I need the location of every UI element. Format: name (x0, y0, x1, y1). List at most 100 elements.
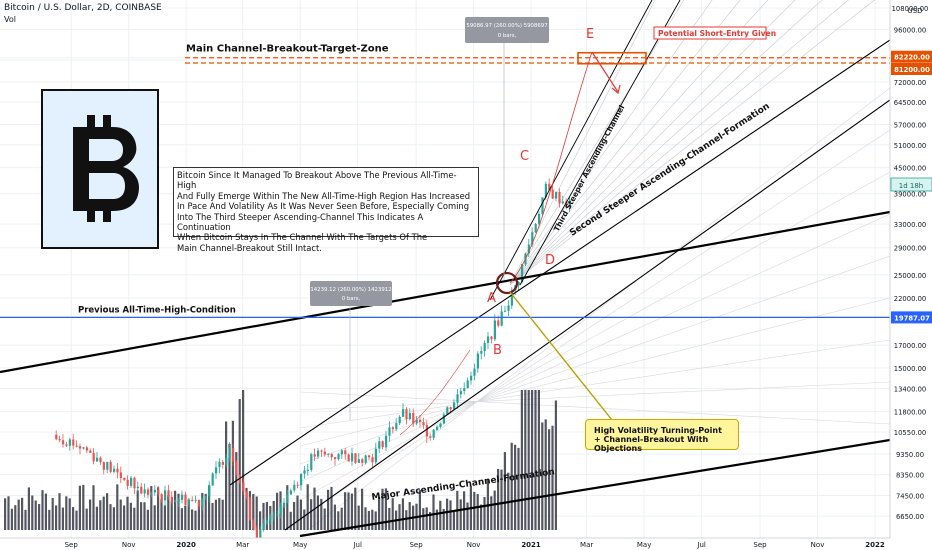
measure-top-bars: 0 bars, (498, 33, 517, 39)
candle-body (194, 499, 197, 501)
volume-bar (58, 493, 61, 530)
volume-bar (503, 452, 506, 530)
volume-bar (446, 498, 449, 530)
candle-body (242, 482, 245, 492)
volume-bar (180, 508, 183, 530)
candle-body (170, 496, 173, 503)
volume-bar (517, 447, 520, 530)
candle-body (320, 450, 323, 452)
candle-body (72, 439, 75, 446)
price-tick: 96000.00 (894, 26, 926, 34)
candle-body (255, 528, 258, 543)
candle-body (82, 447, 85, 449)
volume-bar (65, 496, 68, 530)
candle-body (483, 342, 486, 352)
volume-bar (520, 390, 523, 530)
third-channel-label: Third Steeper Ascending-Channel (552, 104, 627, 233)
volume-bar (211, 502, 214, 530)
candle-body (405, 409, 408, 420)
volume-bar (408, 502, 411, 530)
measure-mid-box: 14239.12 (260.00%) 1423912 0 bars, (310, 281, 392, 306)
volume-bar (527, 390, 530, 530)
candle-body (126, 479, 129, 486)
volume-bar (514, 444, 517, 530)
volume-bar (490, 496, 493, 530)
volume-bar (41, 490, 44, 530)
volume-bar (55, 505, 58, 530)
candle-body (102, 462, 105, 470)
candle-body (476, 353, 479, 369)
candle-body (493, 320, 496, 340)
candle-body (269, 514, 272, 521)
major-upper-line (0, 210, 891, 374)
candle-body (160, 494, 163, 501)
volume-bar (337, 511, 340, 530)
volume-bar (344, 492, 347, 530)
candle-body (221, 461, 224, 465)
fan-line (299, 381, 891, 411)
fan-line (299, 129, 891, 519)
candle-body (500, 311, 503, 326)
measure-mid-bars: 0 bars, (342, 296, 361, 302)
candle-body (78, 446, 82, 449)
price-tick: 15000.00 (894, 365, 926, 373)
volume-bar (391, 498, 394, 530)
candle-body (490, 336, 493, 340)
volume-bar (364, 507, 367, 530)
price-tick: 64500.00 (894, 99, 926, 107)
volume-bar (425, 507, 428, 530)
candle-body (61, 440, 65, 445)
volume-bar (143, 502, 146, 530)
price-tick: 45000.00 (894, 165, 926, 173)
price-tag-label: 19787.07 (894, 314, 930, 322)
fan-line (299, 171, 891, 501)
candle-body (262, 523, 265, 530)
third-lower-line (519, 0, 681, 286)
price-tick: 13400.00 (894, 385, 926, 393)
wave-label-d: D (545, 253, 555, 268)
candle-body (541, 197, 544, 214)
volume-bar (554, 400, 557, 530)
volume-bar (510, 442, 513, 530)
candle-body (157, 489, 160, 495)
volume-bar (384, 488, 387, 530)
candle-body (129, 477, 133, 486)
candle-body (299, 473, 303, 486)
volume-bar (534, 390, 537, 530)
target-zone-label: Main Channel-Breakout-Target-Zone (186, 44, 389, 55)
volume-bar (235, 452, 238, 530)
fan-line (509, 0, 656, 286)
time-tick: Mar (580, 541, 593, 549)
candle-body (510, 290, 513, 306)
candle-body (177, 499, 180, 501)
volume-bar (347, 492, 350, 530)
candle-body (310, 454, 313, 470)
projection-drop (591, 51, 619, 93)
candle-body (303, 470, 306, 474)
volume-bar (500, 469, 503, 530)
measure-mid-text: 14239.12 (260.00%) 1423912 (310, 287, 391, 293)
candle-body (99, 457, 102, 463)
volume-bar (398, 504, 401, 530)
volume-bar (7, 496, 10, 530)
volume-bar (31, 495, 34, 530)
candle-body (558, 192, 561, 204)
volume-bar (157, 487, 160, 530)
volume-bar (401, 498, 404, 530)
candle-body (313, 454, 316, 457)
candle-body (551, 189, 554, 199)
time-tick: Sep (753, 541, 767, 549)
candle-body (398, 416, 401, 424)
volume-bar (463, 491, 466, 530)
volume-bar (262, 502, 265, 530)
candle-body (537, 213, 541, 224)
volume-bar (82, 484, 85, 530)
candle-body (388, 427, 391, 436)
candle-body (425, 425, 428, 437)
candle-body (75, 445, 78, 447)
currency-label: USD (908, 7, 923, 15)
channel-fan-lines (299, 0, 891, 537)
